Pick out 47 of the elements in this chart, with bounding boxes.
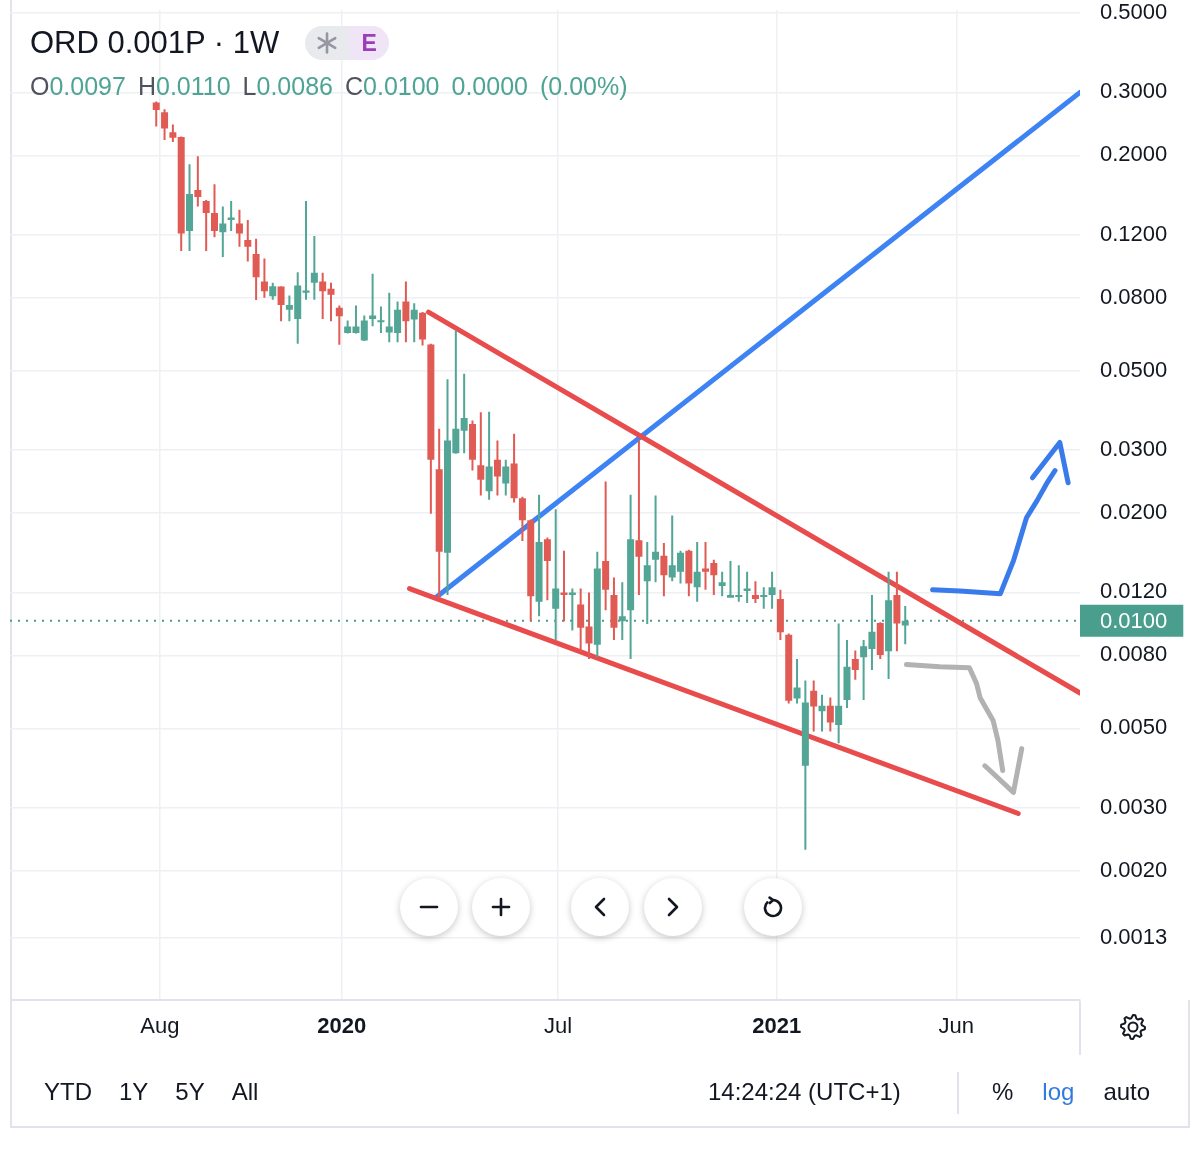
candlestick xyxy=(760,587,768,609)
y-tick-label: 0.1200 xyxy=(1100,220,1168,246)
y-tick-label: 0.0300 xyxy=(1100,436,1168,462)
y-tick-label: 0.5000 xyxy=(1100,0,1168,25)
candlestick xyxy=(227,201,235,231)
y-tick-label: 0.0800 xyxy=(1100,283,1168,309)
x-tick-label: 2021 xyxy=(752,1013,802,1039)
candlestick xyxy=(560,550,568,622)
text: log xyxy=(1042,1077,1075,1106)
candlestick xyxy=(652,495,660,583)
text: % xyxy=(992,1077,1014,1106)
ref-line-label: 0.0100 xyxy=(1100,607,1168,633)
candlestick xyxy=(369,273,377,327)
text: All xyxy=(231,1077,259,1106)
candlestick xyxy=(477,412,485,496)
candlestick xyxy=(460,373,468,454)
candlestick xyxy=(635,440,643,596)
text: YTD xyxy=(44,1077,92,1106)
candlestick xyxy=(302,201,310,300)
text: 5Y xyxy=(175,1077,205,1106)
candlestick xyxy=(835,623,843,744)
y-tick-label: 0.0080 xyxy=(1100,641,1168,667)
text: O0.0097 H0.0110 L0.0086 C0.0100 0.0000 (0.00%) xyxy=(30,72,628,100)
y-tick-label: 0.3000 xyxy=(1100,78,1168,104)
text: 1Y xyxy=(119,1077,149,1106)
candlestick xyxy=(244,219,252,262)
text: auto xyxy=(1103,1077,1151,1106)
candlestick xyxy=(743,571,751,604)
y-tick-label: 0.0120 xyxy=(1100,578,1168,604)
y-tick-label: 0.0020 xyxy=(1100,856,1168,882)
x-tick-label: 2020 xyxy=(317,1013,367,1039)
y-tick-label: 0.0200 xyxy=(1100,499,1168,525)
text: 14:24:24 (UTC+1) xyxy=(708,1076,901,1107)
y-tick-label: 0.0013 xyxy=(1100,923,1168,949)
candlestick xyxy=(377,306,385,334)
candlestick xyxy=(718,571,726,597)
y-tick-label: 0.2000 xyxy=(1100,141,1168,167)
y-tick-label: 0.0030 xyxy=(1100,793,1168,819)
candlestick xyxy=(194,156,202,207)
y-tick-label: 0.0050 xyxy=(1100,714,1168,740)
x-tick-label: Aug xyxy=(140,1013,180,1039)
x-tick-label: Jul xyxy=(544,1013,573,1039)
annotation: E xyxy=(349,26,390,60)
x-tick-label: Jun xyxy=(938,1013,975,1039)
text: ORD 0.001P · 1W xyxy=(30,25,280,61)
y-tick-label: 0.0500 xyxy=(1100,356,1168,382)
candlestick xyxy=(310,236,318,300)
